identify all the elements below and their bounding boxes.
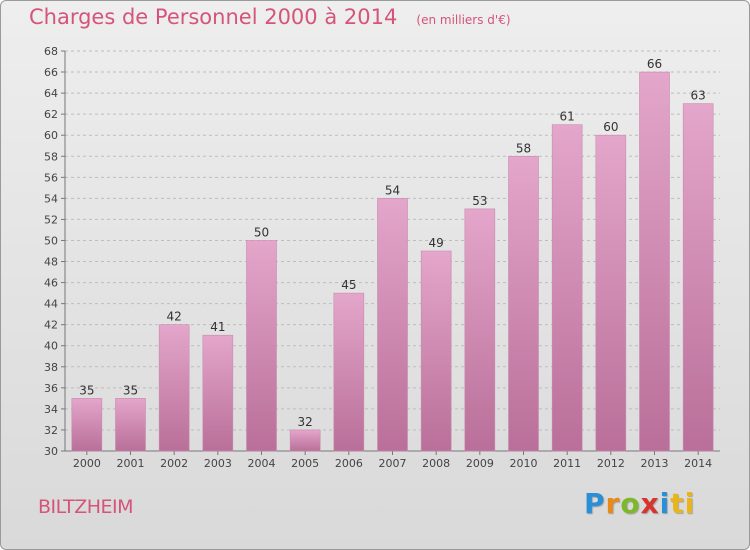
y-tick-label: 54 — [44, 192, 58, 205]
x-tick-label: 2003 — [204, 457, 232, 470]
x-tick-label: 2000 — [73, 457, 101, 470]
bar — [464, 208, 496, 452]
data-label: 50 — [254, 225, 269, 239]
bar — [377, 198, 408, 452]
y-tick-label: 36 — [44, 382, 58, 395]
logo-letter: P — [584, 487, 606, 520]
logo-letter: r — [605, 487, 621, 520]
data-label: 60 — [603, 120, 618, 134]
data-label: 53 — [472, 194, 487, 208]
logo-letter: i — [659, 487, 671, 520]
y-tick-label: 44 — [44, 298, 58, 311]
bar — [551, 124, 583, 452]
x-tick-label: 2005 — [291, 457, 319, 470]
y-tick-label: 40 — [44, 340, 58, 353]
y-tick-label: 48 — [44, 256, 58, 269]
bar — [289, 429, 321, 452]
logo-letter: ti — [670, 487, 696, 520]
x-tick-label: 2012 — [597, 457, 625, 470]
x-tick-label: 2013 — [641, 457, 669, 470]
bar — [115, 398, 146, 452]
x-tick-label: 2006 — [335, 457, 363, 470]
data-label: 66 — [647, 57, 662, 71]
x-tick-label: 2011 — [553, 457, 581, 470]
data-label: 58 — [516, 141, 531, 155]
data-labels: 35 35 42 41 50 32 45 54 49 53 58 61 60 66 63 — [79, 57, 706, 429]
x-tick-label: 2007 — [379, 457, 407, 470]
y-tick-label: 56 — [44, 171, 58, 184]
y-tick-label: 62 — [44, 108, 58, 121]
y-tick-label: 46 — [44, 277, 58, 290]
y-tick-label: 34 — [44, 403, 58, 416]
bar — [508, 155, 539, 452]
y-tick-label: 30 — [44, 445, 58, 458]
bar — [333, 292, 365, 452]
data-label: 45 — [341, 278, 356, 292]
y-tick-label: 38 — [44, 361, 58, 374]
city-name: BILTZHEIM — [38, 496, 134, 518]
y-tick-label: 58 — [44, 150, 58, 163]
bar — [639, 71, 670, 452]
bar — [246, 240, 277, 452]
logo-letter: o — [620, 487, 641, 520]
bar — [158, 324, 190, 452]
chart-title: Charges de Personnel 2000 à 2014 — [29, 5, 398, 29]
data-label: 42 — [167, 310, 182, 324]
bar — [595, 134, 627, 452]
data-label: 61 — [560, 110, 575, 124]
x-tick-label: 2010 — [510, 457, 538, 470]
y-tick-label: 52 — [44, 213, 58, 226]
proxiti-logo: Proxiti — [584, 487, 695, 520]
data-label: 32 — [298, 415, 313, 429]
data-label: 63 — [691, 89, 706, 103]
axes: 30 32 34 36 38 40 42 44 46 48 50 52 54 56 58 60 62 64 66 68… — [44, 45, 720, 470]
y-tick-label: 42 — [44, 319, 58, 332]
title-row: Charges de Personnel 2000 à 2014 (en mil… — [29, 5, 511, 29]
chart-subtitle: (en milliers d'€) — [416, 13, 511, 27]
bar — [71, 398, 103, 452]
bar — [682, 103, 714, 452]
x-tick-label: 2008 — [422, 457, 450, 470]
y-tick-label: 66 — [44, 66, 58, 79]
y-tick-label: 32 — [44, 424, 58, 437]
x-tick-label: 2002 — [160, 457, 188, 470]
y-tick-label: 50 — [44, 234, 58, 247]
data-label: 54 — [385, 183, 400, 197]
x-tick-label: 2009 — [466, 457, 494, 470]
data-label: 49 — [429, 236, 444, 250]
data-label: 35 — [79, 383, 94, 397]
data-label: 41 — [210, 320, 225, 334]
y-tick-label: 60 — [44, 129, 58, 142]
x-tick-label: 2004 — [248, 457, 276, 470]
logo-letter: x — [640, 487, 660, 520]
data-label: 35 — [123, 383, 138, 397]
y-tick-label: 64 — [44, 87, 58, 100]
bars — [71, 71, 714, 452]
y-tick-label: 68 — [44, 45, 58, 58]
x-tick-label: 2014 — [684, 457, 712, 470]
x-tick-label: 2001 — [117, 457, 145, 470]
bar — [420, 250, 452, 452]
bar — [202, 334, 234, 452]
